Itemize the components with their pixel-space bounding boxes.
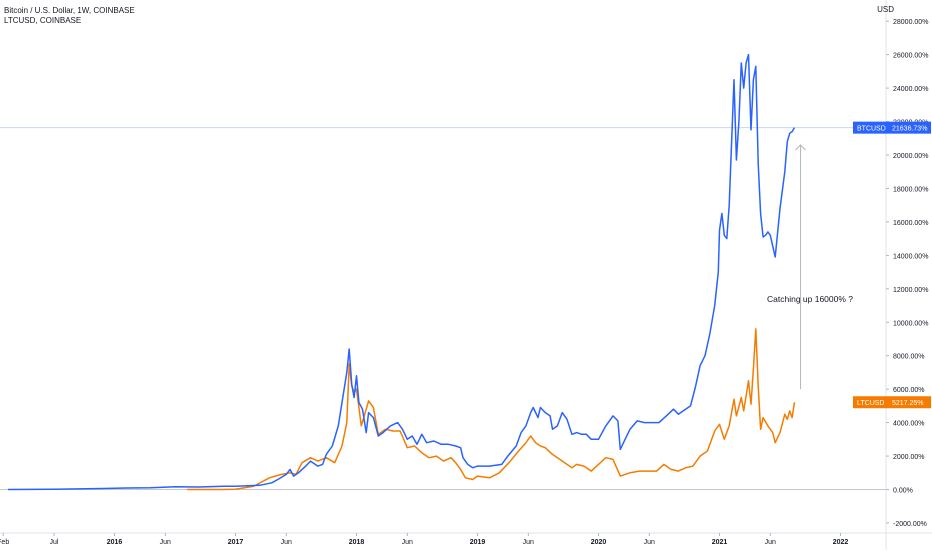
y-tick-label: 20000.00% bbox=[893, 153, 928, 160]
x-tick-label: 2016 bbox=[107, 539, 123, 546]
x-tick-label: 2018 bbox=[349, 539, 365, 546]
ltc-badge-label: LTCUSD bbox=[857, 400, 884, 407]
y-tick-label: 2000.00% bbox=[893, 454, 925, 461]
x-tick-label: Feb bbox=[0, 539, 9, 546]
x-tick-label: 2020 bbox=[591, 539, 607, 546]
ltc-badge: LTCUSD 5217.25% bbox=[853, 396, 931, 409]
y-tick-label: 16000.00% bbox=[893, 220, 928, 227]
ltc-series-line bbox=[187, 328, 796, 491]
ltc-badge-bg bbox=[853, 396, 931, 409]
annotation-arrow-head bbox=[795, 144, 806, 151]
y-tick-label: 26000.00% bbox=[893, 53, 928, 60]
ltc-badge-value: 5217.25% bbox=[892, 400, 924, 407]
btc-badge-value: 21636.73% bbox=[892, 126, 927, 133]
y-tick-label: 10000.00% bbox=[893, 320, 928, 327]
btc-series-line bbox=[7, 53, 796, 491]
btc-badge: BTCUSD 21636.73% bbox=[853, 121, 931, 134]
currency-label[interactable]: USD bbox=[877, 5, 894, 14]
x-tick-label: Jun bbox=[523, 539, 534, 546]
x-tick-label: 2019 bbox=[470, 539, 486, 546]
btc-badge-bg bbox=[853, 121, 931, 134]
x-tick-label: Jun bbox=[765, 539, 776, 546]
y-tick-label: 18000.00% bbox=[893, 186, 928, 193]
y-tick-label: 4000.00% bbox=[893, 421, 925, 428]
y-tick-label: 28000.00% bbox=[893, 19, 928, 26]
y-tick-label: 14000.00% bbox=[893, 253, 928, 260]
y-tick-label: 0.00% bbox=[893, 488, 913, 495]
x-tick-label: 2021 bbox=[712, 539, 728, 546]
x-tick-label: 2017 bbox=[228, 539, 244, 546]
compare-symbol-label: LTCUSD, COINBASE bbox=[4, 16, 82, 25]
annotation-text[interactable]: Catching up 16000% ? bbox=[767, 294, 854, 304]
x-tick-label: Jun bbox=[281, 539, 292, 546]
btc-badge-label: BTCUSD bbox=[857, 126, 886, 133]
y-tick-label: 12000.00% bbox=[893, 287, 928, 294]
chart-title: Bitcoin / U.S. Dollar, 1W, COINBASE bbox=[4, 6, 135, 15]
x-tick-label: 2022 bbox=[833, 539, 849, 546]
x-tick-label: Jun bbox=[160, 539, 171, 546]
x-tick-label: Jun bbox=[402, 539, 413, 546]
y-tick-label: 8000.00% bbox=[893, 354, 925, 361]
y-tick-label: 24000.00% bbox=[893, 86, 928, 93]
x-tick-label: Jul bbox=[50, 539, 59, 546]
y-tick-label: 6000.00% bbox=[893, 387, 925, 394]
x-tick-label: Jun bbox=[644, 539, 655, 546]
y-tick-label: -2000.00% bbox=[893, 521, 927, 528]
